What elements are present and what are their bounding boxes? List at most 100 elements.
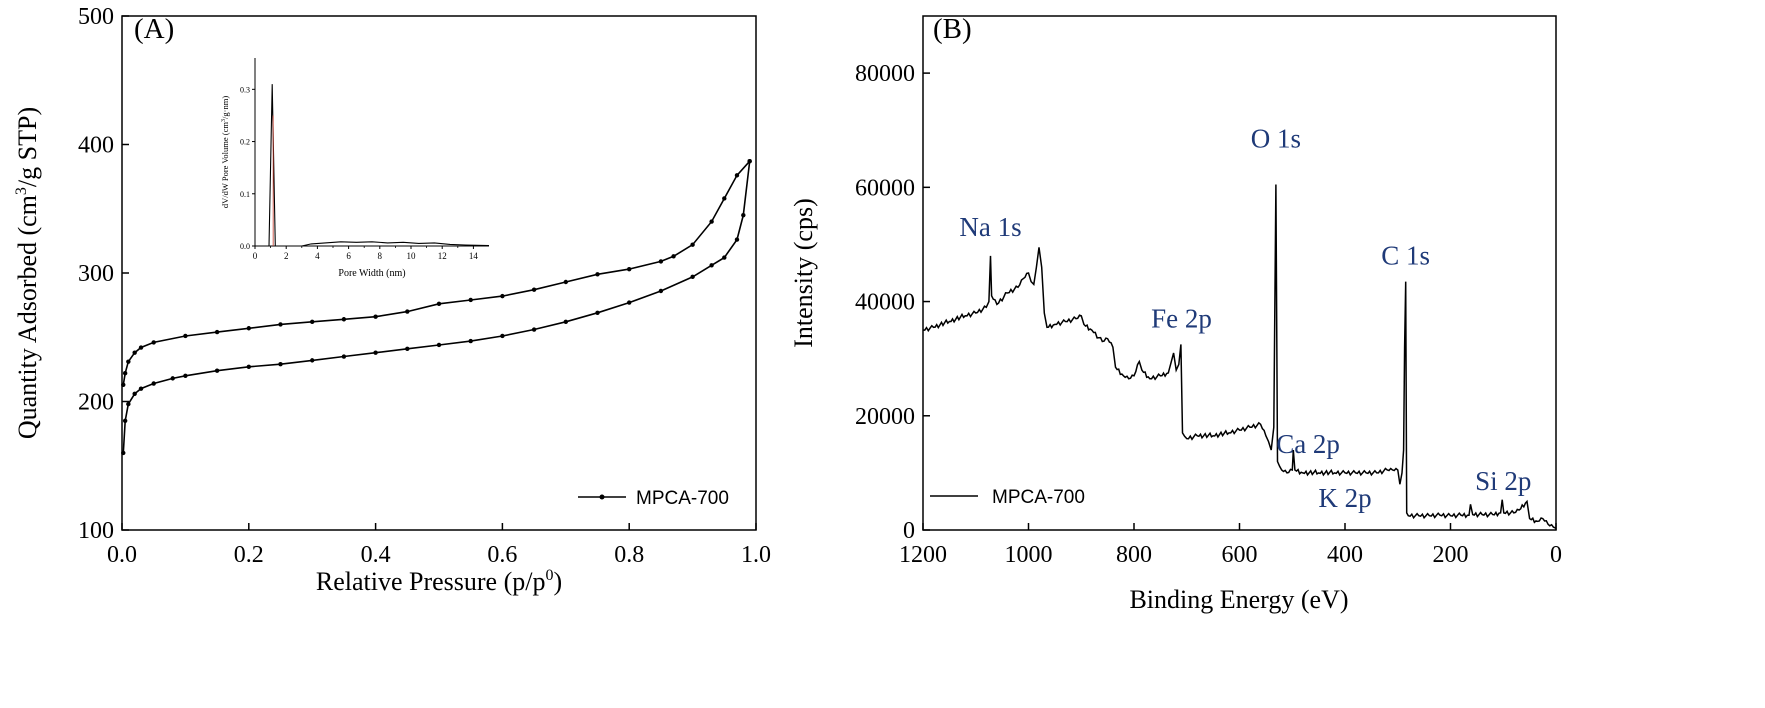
a-data-point bbox=[138, 345, 144, 350]
a-data-point bbox=[436, 301, 442, 307]
a-y-tick-label: 100 bbox=[78, 518, 114, 544]
a-data-point bbox=[246, 326, 251, 331]
b-peak-label: C 1s bbox=[1381, 240, 1430, 270]
a-data-point bbox=[132, 350, 137, 355]
panel-a-y-ticks: 100 200 300 400 500 bbox=[78, 4, 129, 544]
a-data-point bbox=[126, 401, 131, 407]
b-x-tick-label: 800 bbox=[1116, 542, 1152, 568]
a-data-point bbox=[183, 333, 188, 339]
a-data-point bbox=[183, 373, 188, 378]
a-x-tick-label: 0.8 bbox=[614, 542, 644, 568]
a-data-point bbox=[341, 354, 347, 359]
a-data-point bbox=[709, 263, 714, 268]
panel-a-plot-frame bbox=[121, 15, 757, 531]
b-x-tick-label: 1200 bbox=[899, 542, 947, 568]
a-x-tick-label: 0.0 bbox=[107, 542, 137, 568]
a-data-point bbox=[214, 368, 220, 373]
inset-x-axis-label: Pore Width (nm) bbox=[338, 268, 405, 279]
panel-b-y-ticks: 0 20000 40000 60000 80000 bbox=[855, 61, 930, 544]
a-data-point bbox=[671, 254, 676, 259]
a-data-point bbox=[341, 317, 347, 322]
inset-x-tick-label: 10 bbox=[407, 251, 417, 261]
b-peak-label: O 1s bbox=[1251, 123, 1301, 153]
b-y-tick-label: 60000 bbox=[855, 175, 915, 201]
a-data-point bbox=[468, 297, 473, 303]
inset-y-tick-label: 0.3 bbox=[240, 85, 250, 94]
a-data-point bbox=[278, 322, 283, 327]
panel-a-x-ticks: 0.0 0.2 0.4 0.6 0.8 1.0 bbox=[107, 523, 771, 568]
a-data-point bbox=[405, 309, 410, 314]
panel-a-legend-label: MPCA-700 bbox=[636, 488, 729, 509]
inset-y-ticks: 0.0 0.1 0.2 0.3 bbox=[240, 85, 255, 251]
a-data-point bbox=[121, 450, 126, 456]
a-data-point bbox=[310, 319, 315, 325]
panel-b-xps-chart: 1200 1000 800 600 400 200 0 0 20000 40000 60000 80… bbox=[789, 13, 1562, 614]
panel-a-x-axis-label: Relative Pressure (p/p0) bbox=[316, 567, 562, 596]
inset-x-tick-label: 6 bbox=[346, 251, 351, 261]
panel-a-inset-chart: 0 2 4 6 8 10 12 14 0.0 0.1 0.2 0.3 Pore Width (nm)… bbox=[220, 58, 490, 279]
a-data-point bbox=[658, 288, 664, 294]
b-x-tick-label: 200 bbox=[1433, 542, 1469, 568]
a-data-point bbox=[563, 279, 568, 285]
inset-y-tick-label: 0.2 bbox=[240, 138, 250, 147]
a-data-point bbox=[373, 314, 378, 319]
panel-b-peak-annotations: Na 1s Fe 2p O 1s Ca 2p K 2p C 1s Si 2p bbox=[959, 123, 1531, 513]
a-data-point bbox=[373, 350, 378, 355]
b-series-line bbox=[923, 184, 1557, 529]
a-data-point bbox=[722, 255, 727, 260]
inset-x-tick-label: 12 bbox=[438, 251, 447, 261]
b-peak-label: Fe 2p bbox=[1151, 303, 1212, 333]
b-y-tick-label: 0 bbox=[903, 518, 915, 544]
panel-b-y-axis-label: Intensity (cps) bbox=[789, 198, 818, 347]
panel-b-legend-label: MPCA-700 bbox=[992, 487, 1085, 508]
a-data-point bbox=[214, 329, 220, 335]
a-data-point bbox=[138, 386, 144, 391]
a-data-point bbox=[658, 259, 664, 264]
a-data-point bbox=[121, 382, 126, 387]
panel-b-x-ticks: 1200 1000 800 600 400 200 0 bbox=[899, 523, 1562, 568]
panel-b-label: (B) bbox=[933, 13, 972, 45]
inset-x-tick-label: 8 bbox=[378, 251, 383, 261]
a-x-tick-label: 1.0 bbox=[741, 542, 771, 568]
a-data-point bbox=[132, 391, 137, 396]
inset-y-tick-label: 0.0 bbox=[240, 242, 250, 251]
inset-series-line bbox=[268, 84, 490, 247]
a-data-point bbox=[734, 173, 740, 178]
a-data-point bbox=[531, 287, 537, 292]
b-peak-label: K 2p bbox=[1318, 483, 1371, 513]
inset-x-tick-label: 0 bbox=[253, 251, 258, 261]
panel-a-legend: MPCA-700 bbox=[578, 488, 729, 509]
a-x-tick-label: 0.2 bbox=[234, 542, 264, 568]
a-data-point bbox=[310, 358, 315, 363]
a-data-point bbox=[122, 371, 128, 376]
inset-x-tick-label: 4 bbox=[315, 251, 320, 261]
panel-a-legend-marker bbox=[599, 494, 605, 500]
inset-x-tick-label: 2 bbox=[284, 251, 289, 261]
b-x-tick-label: 0 bbox=[1550, 542, 1562, 568]
a-data-point bbox=[126, 359, 131, 364]
b-x-tick-label: 1000 bbox=[1005, 542, 1053, 568]
inset-y-tick-label: 0.1 bbox=[240, 190, 250, 199]
a-data-point bbox=[436, 342, 442, 348]
inset-x-ticks: 0 2 4 6 8 10 12 14 bbox=[253, 246, 478, 261]
a-x-tick-label: 0.6 bbox=[487, 542, 517, 568]
b-y-tick-label: 40000 bbox=[855, 290, 915, 316]
panel-a-y-axis-label: Quantity Adsorbed (cm3/g STP) bbox=[13, 107, 42, 439]
b-y-tick-label: 20000 bbox=[855, 404, 915, 430]
a-x-tick-label: 0.4 bbox=[361, 542, 391, 568]
a-data-point bbox=[741, 212, 746, 218]
a-series-line-adsorption bbox=[122, 161, 751, 453]
panel-b-legend: MPCA-700 bbox=[930, 487, 1085, 508]
a-data-point bbox=[595, 310, 600, 316]
a-data-point bbox=[722, 196, 727, 201]
a-data-point bbox=[405, 346, 410, 352]
a-data-point bbox=[690, 242, 695, 247]
a-data-point bbox=[468, 338, 473, 344]
b-y-tick-label: 80000 bbox=[855, 61, 915, 87]
panel-b-series bbox=[923, 184, 1557, 529]
a-data-point bbox=[151, 340, 156, 345]
a-data-point bbox=[122, 418, 128, 423]
b-x-tick-label: 600 bbox=[1222, 542, 1258, 568]
